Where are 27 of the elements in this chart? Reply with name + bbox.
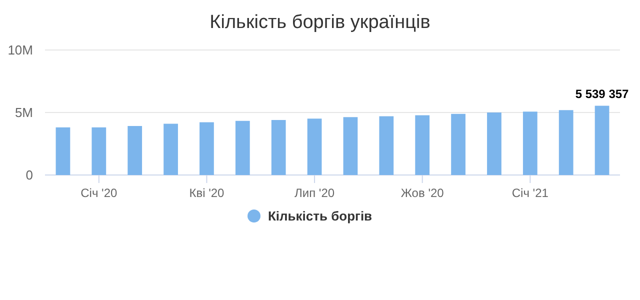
bar [128,126,142,175]
bar [164,124,178,175]
bar [271,120,286,175]
bar [235,120,250,175]
bar [594,106,610,175]
bar [415,115,430,175]
x-tick-label: Кві '20 [189,186,225,200]
bar [558,110,574,175]
legend-label: Кількість боргів [268,208,372,224]
bar [379,116,394,175]
bar [200,122,214,175]
y-tick-label: 10M [8,42,33,58]
bar [451,114,466,175]
y-tick-label: 0 [26,168,33,183]
bar [343,117,358,175]
bar [487,112,502,175]
y-tick-label: 5M [14,105,33,120]
x-tick-label: Жов '20 [400,186,444,200]
bar [92,127,106,175]
data-label: 5 539 357 [575,86,630,101]
bar [56,127,70,175]
bar [307,118,322,175]
bar [522,112,538,175]
chart-title: Кількість боргів українців [210,12,430,33]
x-tick-label: Січ '21 [512,186,549,200]
x-tick-label: Лип '20 [294,186,335,200]
x-tick-label: Січ '20 [80,186,118,200]
